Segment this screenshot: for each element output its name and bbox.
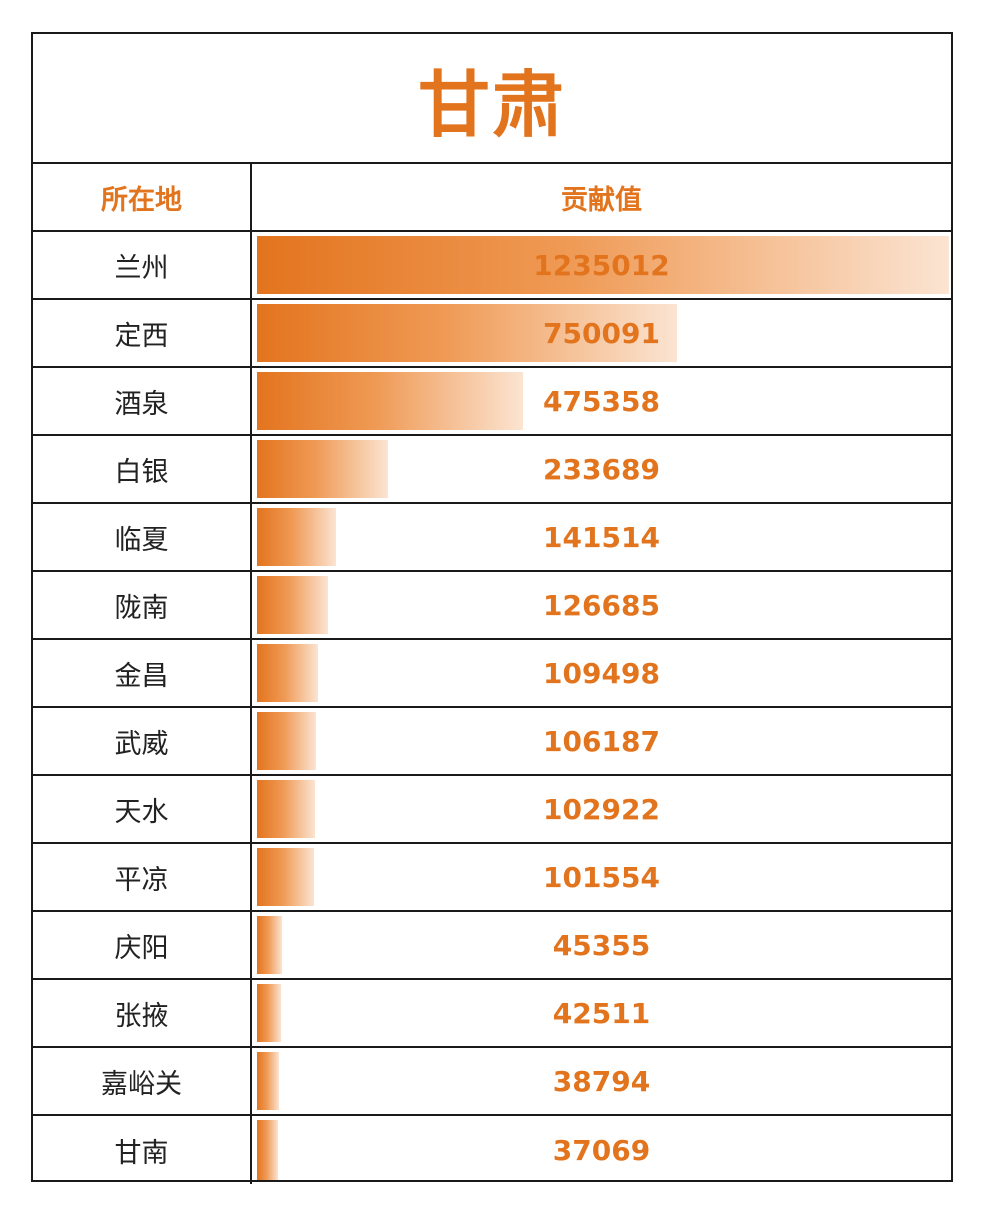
location-cell: 定西 xyxy=(33,300,252,366)
table-row: 庆阳 45355 xyxy=(33,912,951,980)
location-label: 金昌 xyxy=(114,660,169,692)
location-label: 兰州 xyxy=(114,252,169,284)
value-bar xyxy=(257,508,336,566)
table-row: 白银 233689 xyxy=(33,436,951,504)
table-row: 嘉峪关 38794 xyxy=(33,1048,951,1116)
table-row: 张掖 42511 xyxy=(33,980,951,1048)
value-label: 750091 xyxy=(543,316,660,350)
location-cell: 兰州 xyxy=(33,232,252,298)
value-bar xyxy=(257,780,315,838)
location-label: 陇南 xyxy=(114,592,169,624)
value-cell: 102922 xyxy=(252,776,951,842)
value-cell: 475358 xyxy=(252,368,951,434)
table-row: 兰州 1235012 xyxy=(33,232,951,300)
value-label: 233689 xyxy=(543,452,660,486)
location-cell: 白银 xyxy=(33,436,252,502)
location-cell: 庆阳 xyxy=(33,912,252,978)
location-label: 天水 xyxy=(114,796,169,828)
value-label: 42511 xyxy=(552,996,651,1030)
value-cell: 141514 xyxy=(252,504,951,570)
value-cell: 750091 xyxy=(252,300,951,366)
location-label: 嘉峪关 xyxy=(101,1068,182,1100)
header-location-cell: 所在地 xyxy=(33,164,252,230)
header-row: 所在地 贡献值 xyxy=(33,164,951,232)
value-label: 126685 xyxy=(543,588,660,622)
value-cell: 1235012 xyxy=(252,232,951,298)
table-row: 金昌 109498 xyxy=(33,640,951,708)
location-cell: 甘南 xyxy=(33,1116,252,1184)
value-label: 141514 xyxy=(543,520,660,554)
value-cell: 101554 xyxy=(252,844,951,910)
header-location-label: 所在地 xyxy=(101,184,182,216)
value-bar xyxy=(257,984,281,1042)
value-bar xyxy=(257,1052,279,1110)
location-cell: 嘉峪关 xyxy=(33,1048,252,1114)
value-bar xyxy=(257,372,523,430)
location-label: 临夏 xyxy=(114,524,169,556)
value-label: 37069 xyxy=(552,1133,651,1167)
location-cell: 陇南 xyxy=(33,572,252,638)
location-label: 酒泉 xyxy=(114,388,169,420)
value-bar xyxy=(257,712,316,770)
location-label: 张掖 xyxy=(114,1000,169,1032)
value-bar xyxy=(257,236,949,294)
value-cell: 233689 xyxy=(252,436,951,502)
value-label: 45355 xyxy=(552,928,651,962)
value-cell: 38794 xyxy=(252,1048,951,1114)
location-label: 白银 xyxy=(114,456,169,488)
location-label: 庆阳 xyxy=(114,932,169,964)
table-row: 天水 102922 xyxy=(33,776,951,844)
location-label: 定西 xyxy=(114,320,169,352)
value-bar xyxy=(257,916,282,974)
value-cell: 37069 xyxy=(252,1116,951,1184)
value-bar xyxy=(257,644,318,702)
table-title: 甘肃 xyxy=(417,62,566,147)
table-row: 武威 106187 xyxy=(33,708,951,776)
value-label: 1235012 xyxy=(533,248,670,282)
table-row: 定西 750091 xyxy=(33,300,951,368)
value-label: 109498 xyxy=(543,656,660,690)
value-cell: 45355 xyxy=(252,912,951,978)
location-label: 武威 xyxy=(114,728,169,760)
value-label: 475358 xyxy=(543,384,660,418)
location-cell: 平凉 xyxy=(33,844,252,910)
value-cell: 109498 xyxy=(252,640,951,706)
location-cell: 武威 xyxy=(33,708,252,774)
location-cell: 临夏 xyxy=(33,504,252,570)
location-label: 甘南 xyxy=(114,1137,169,1169)
location-cell: 酒泉 xyxy=(33,368,252,434)
value-cell: 106187 xyxy=(252,708,951,774)
header-value-label: 贡献值 xyxy=(561,184,642,216)
value-bar xyxy=(257,848,314,906)
location-cell: 天水 xyxy=(33,776,252,842)
title-row: 甘肃 xyxy=(33,34,951,164)
table-row: 平凉 101554 xyxy=(33,844,951,912)
location-label: 平凉 xyxy=(114,864,169,896)
value-bar xyxy=(257,440,388,498)
value-label: 101554 xyxy=(543,860,660,894)
table-row: 临夏 141514 xyxy=(33,504,951,572)
location-cell: 张掖 xyxy=(33,980,252,1046)
table-row: 陇南 126685 xyxy=(33,572,951,640)
value-cell: 126685 xyxy=(252,572,951,638)
value-bar xyxy=(257,304,677,362)
table-row: 酒泉 475358 xyxy=(33,368,951,436)
value-cell: 42511 xyxy=(252,980,951,1046)
table-body: 兰州 1235012 定西 750091 酒泉 475358 白银 233689 临夏 14151… xyxy=(33,232,951,1184)
data-table: 甘肃 所在地 贡献值 兰州 1235012 定西 750091 酒泉 475358 白银 23… xyxy=(31,32,953,1184)
table-row: 甘南 37069 xyxy=(33,1116,951,1184)
value-label: 102922 xyxy=(543,792,660,826)
value-label: 106187 xyxy=(543,724,660,758)
value-bar xyxy=(257,576,328,634)
value-bar xyxy=(257,1120,278,1180)
value-label: 38794 xyxy=(552,1064,651,1098)
location-cell: 金昌 xyxy=(33,640,252,706)
header-value-cell: 贡献值 xyxy=(252,164,951,230)
